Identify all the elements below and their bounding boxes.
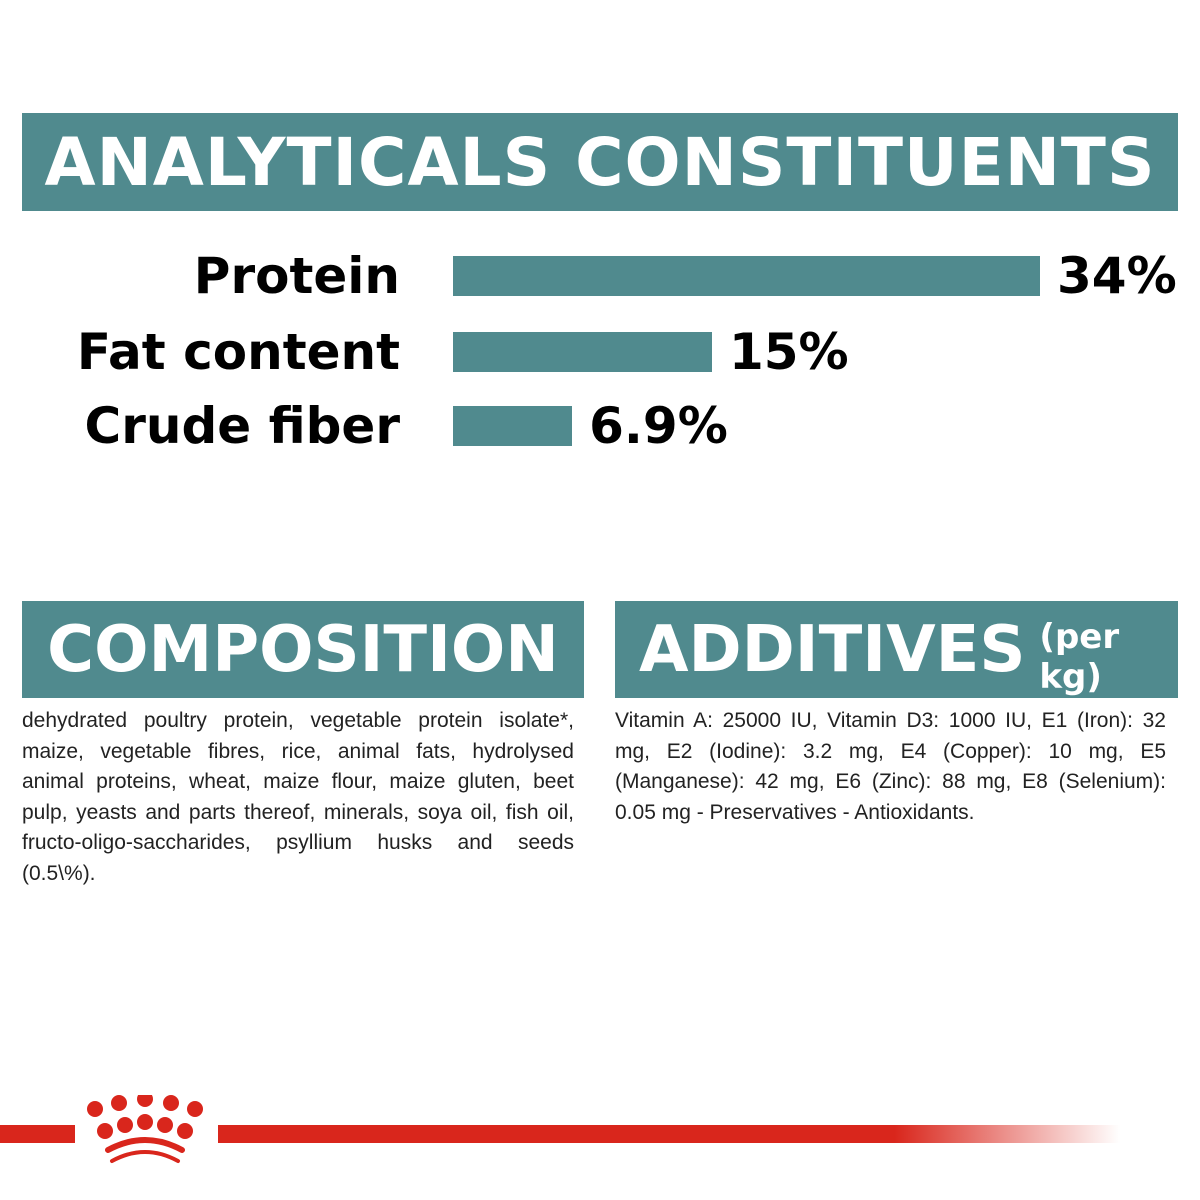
header-title: ANALYTICALS CONSTITUENTS bbox=[44, 123, 1156, 201]
analytical-constituents-header: ANALYTICALS CONSTITUENTS bbox=[22, 113, 1178, 211]
value-label: 6.9% bbox=[589, 397, 728, 455]
additives-header: ADDITIVES (per kg) bbox=[615, 601, 1178, 698]
category-label: Crude fiber bbox=[84, 397, 400, 455]
additives-subtitle: (per kg) bbox=[1039, 616, 1120, 697]
bar bbox=[453, 406, 573, 446]
bar bbox=[453, 256, 1040, 296]
footer-line-left bbox=[0, 1125, 75, 1143]
composition-text: dehydrated poultry protein, vegetable pr… bbox=[22, 709, 574, 885]
composition-title: COMPOSITION bbox=[47, 612, 559, 687]
royal-canin-crown-icon bbox=[87, 1095, 203, 1163]
value-label: 15% bbox=[728, 323, 849, 381]
additives-title: ADDITIVES bbox=[639, 612, 1026, 687]
value-label: 34% bbox=[1057, 247, 1177, 305]
footer-line-right bbox=[218, 1125, 1120, 1143]
category-label: Fat content bbox=[76, 323, 400, 381]
additives-text: Vitamin A: 25000 IU, Vitamin D3: 1000 IU… bbox=[615, 709, 1166, 824]
category-label: Protein bbox=[193, 247, 400, 305]
composition-header: COMPOSITION bbox=[22, 601, 584, 698]
bar bbox=[453, 332, 712, 372]
